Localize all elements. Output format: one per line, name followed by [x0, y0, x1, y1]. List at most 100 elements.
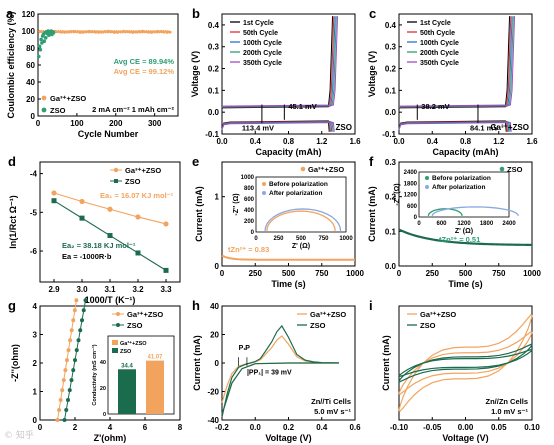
x-tick-label: 0.0	[250, 423, 262, 432]
x-tick-label: 8	[178, 423, 183, 432]
y-tick-label: 40	[26, 78, 35, 87]
y-tick-label: -6	[30, 247, 38, 256]
y-tick-label: 0.1	[385, 86, 397, 95]
series-ga-point	[156, 29, 160, 33]
x-tick-label: 0.4	[316, 423, 328, 432]
axes-frame	[221, 13, 356, 135]
bar-value-label: 34.4	[121, 363, 133, 369]
voltage-curve	[398, 122, 512, 132]
y-axis-label: Voltage (V)	[367, 51, 377, 97]
x-tick-label: 200	[109, 119, 123, 128]
hysteresis-label: 84.1 mV	[470, 124, 498, 133]
data-point	[58, 398, 63, 403]
data-point	[73, 358, 77, 363]
inset-x-label: Z' (Ω)	[292, 243, 310, 250]
series-ga-point	[137, 30, 141, 33]
scan-rate-label: 5.0 mV s⁻¹	[314, 407, 351, 416]
y-tick-label: 0	[215, 262, 220, 271]
series-zso-point	[37, 44, 42, 49]
inset-frame	[255, 176, 347, 233]
series-ga-point	[100, 30, 104, 34]
cell-type-label: Zn//Ti Cells	[311, 397, 351, 406]
bar-value-label: 41.07	[147, 355, 163, 361]
y-tick-label: -0.1	[205, 130, 219, 139]
x-tick-label: 3.2	[132, 285, 144, 294]
y-tick-label: 0	[215, 359, 220, 368]
inset-x-tick-label: 250	[273, 236, 284, 242]
y-tick-label: -4	[30, 170, 38, 179]
inset-y-tick-label: 1200	[404, 193, 418, 199]
inset-y-tick-label: 400	[244, 208, 255, 214]
series-ga-point	[131, 31, 135, 34]
x-tick-label: 3.3	[160, 285, 172, 294]
data-point	[79, 198, 85, 205]
y-tick-label: 0.3	[385, 43, 397, 52]
inset-x-tick-label: 750	[318, 236, 329, 242]
panel-letter: g	[8, 298, 16, 313]
inset-y-tick-label: 600	[407, 204, 418, 210]
legend-marker	[116, 323, 120, 327]
y-axis-label: ln(1/Rct Ω⁻¹)	[8, 195, 18, 248]
annotation-ea1: Ea₁ = 16.07 KJ mol⁻¹	[100, 191, 174, 200]
hysteresis-label: 38.2 mV	[421, 102, 449, 111]
y-tick-label: -40	[207, 416, 219, 425]
data-point	[67, 388, 72, 393]
annotation-p1: P₁	[239, 345, 247, 352]
y-tick-label: 0.2	[385, 193, 397, 202]
x-tick-label: 500	[459, 269, 473, 278]
series-ga-point	[84, 30, 88, 34]
series-zso-point	[39, 37, 43, 42]
x-axis-label: Time (s)	[271, 279, 305, 289]
legend-label: Ga³⁺+ZSO	[125, 166, 161, 175]
legend-marker	[41, 95, 47, 101]
legend-label: 200th Cycle	[420, 50, 459, 57]
legend-label: 200th Cycle	[243, 50, 282, 57]
series-ga-point	[115, 31, 119, 34]
y-tick-label: 40	[210, 302, 219, 311]
legend-marker	[499, 166, 505, 172]
series-zso-point	[51, 30, 56, 35]
data-point	[64, 358, 69, 363]
series-zso-point	[38, 47, 43, 52]
y-tick-label: 60	[26, 61, 35, 70]
y-tick-label: -0.1	[382, 130, 396, 139]
x-tick-label: 1000	[523, 269, 541, 278]
x-axis-label: 1000/T (K⁻¹)	[85, 295, 136, 305]
legend-label: ZSO	[420, 321, 436, 330]
bar	[118, 369, 136, 414]
y-axis-label: -Z''(ohm)	[10, 344, 20, 382]
annotation-ce-zso: Avg CE = 89.94%	[114, 57, 175, 66]
current-curve	[398, 228, 533, 247]
legend-marker	[41, 107, 47, 113]
x-tick-label: 300	[148, 119, 162, 128]
x-axis-label: Time (s)	[448, 279, 482, 289]
y-tick-label: 0.2	[208, 65, 220, 74]
panel-letter: a	[6, 6, 14, 21]
voltage-curve	[221, 122, 335, 132]
legend-swatch	[112, 340, 118, 345]
data-point	[51, 190, 57, 196]
x-tick-label: 0.05	[491, 423, 507, 432]
x-tick-label: 0.2	[283, 423, 295, 432]
x-tick-label: -0.10	[390, 423, 409, 432]
y-axis-label: Coulombic efficiency (%)	[6, 11, 16, 118]
x-axis-label: Voltage (V)	[442, 433, 488, 443]
x-axis-label: Cycle Number	[78, 129, 139, 139]
series-ga-point	[91, 30, 94, 33]
inset-legend-label: Before polarization	[269, 181, 328, 188]
y-tick-label: 0.3	[208, 43, 220, 52]
x-tick-label: 1000	[346, 269, 364, 278]
x-tick-label: 0	[220, 269, 225, 278]
inset-x-tick-label: 0	[254, 236, 258, 242]
x-tick-label: 3.0	[76, 285, 88, 294]
inset-y-tick-label: 0	[103, 412, 106, 418]
inset-x-tick-label: 1200	[457, 221, 471, 227]
data-point	[66, 348, 71, 353]
y-axis-label: Current (mA)	[194, 186, 204, 242]
data-point	[79, 215, 85, 221]
inset-x-tick-label: 0	[417, 221, 421, 227]
inset-x-tick-label: 500	[296, 236, 307, 242]
legend-marker	[116, 312, 120, 316]
inset-y-tick-label: 2400	[404, 170, 418, 176]
inset-y-tick-label: 1000	[241, 175, 255, 181]
